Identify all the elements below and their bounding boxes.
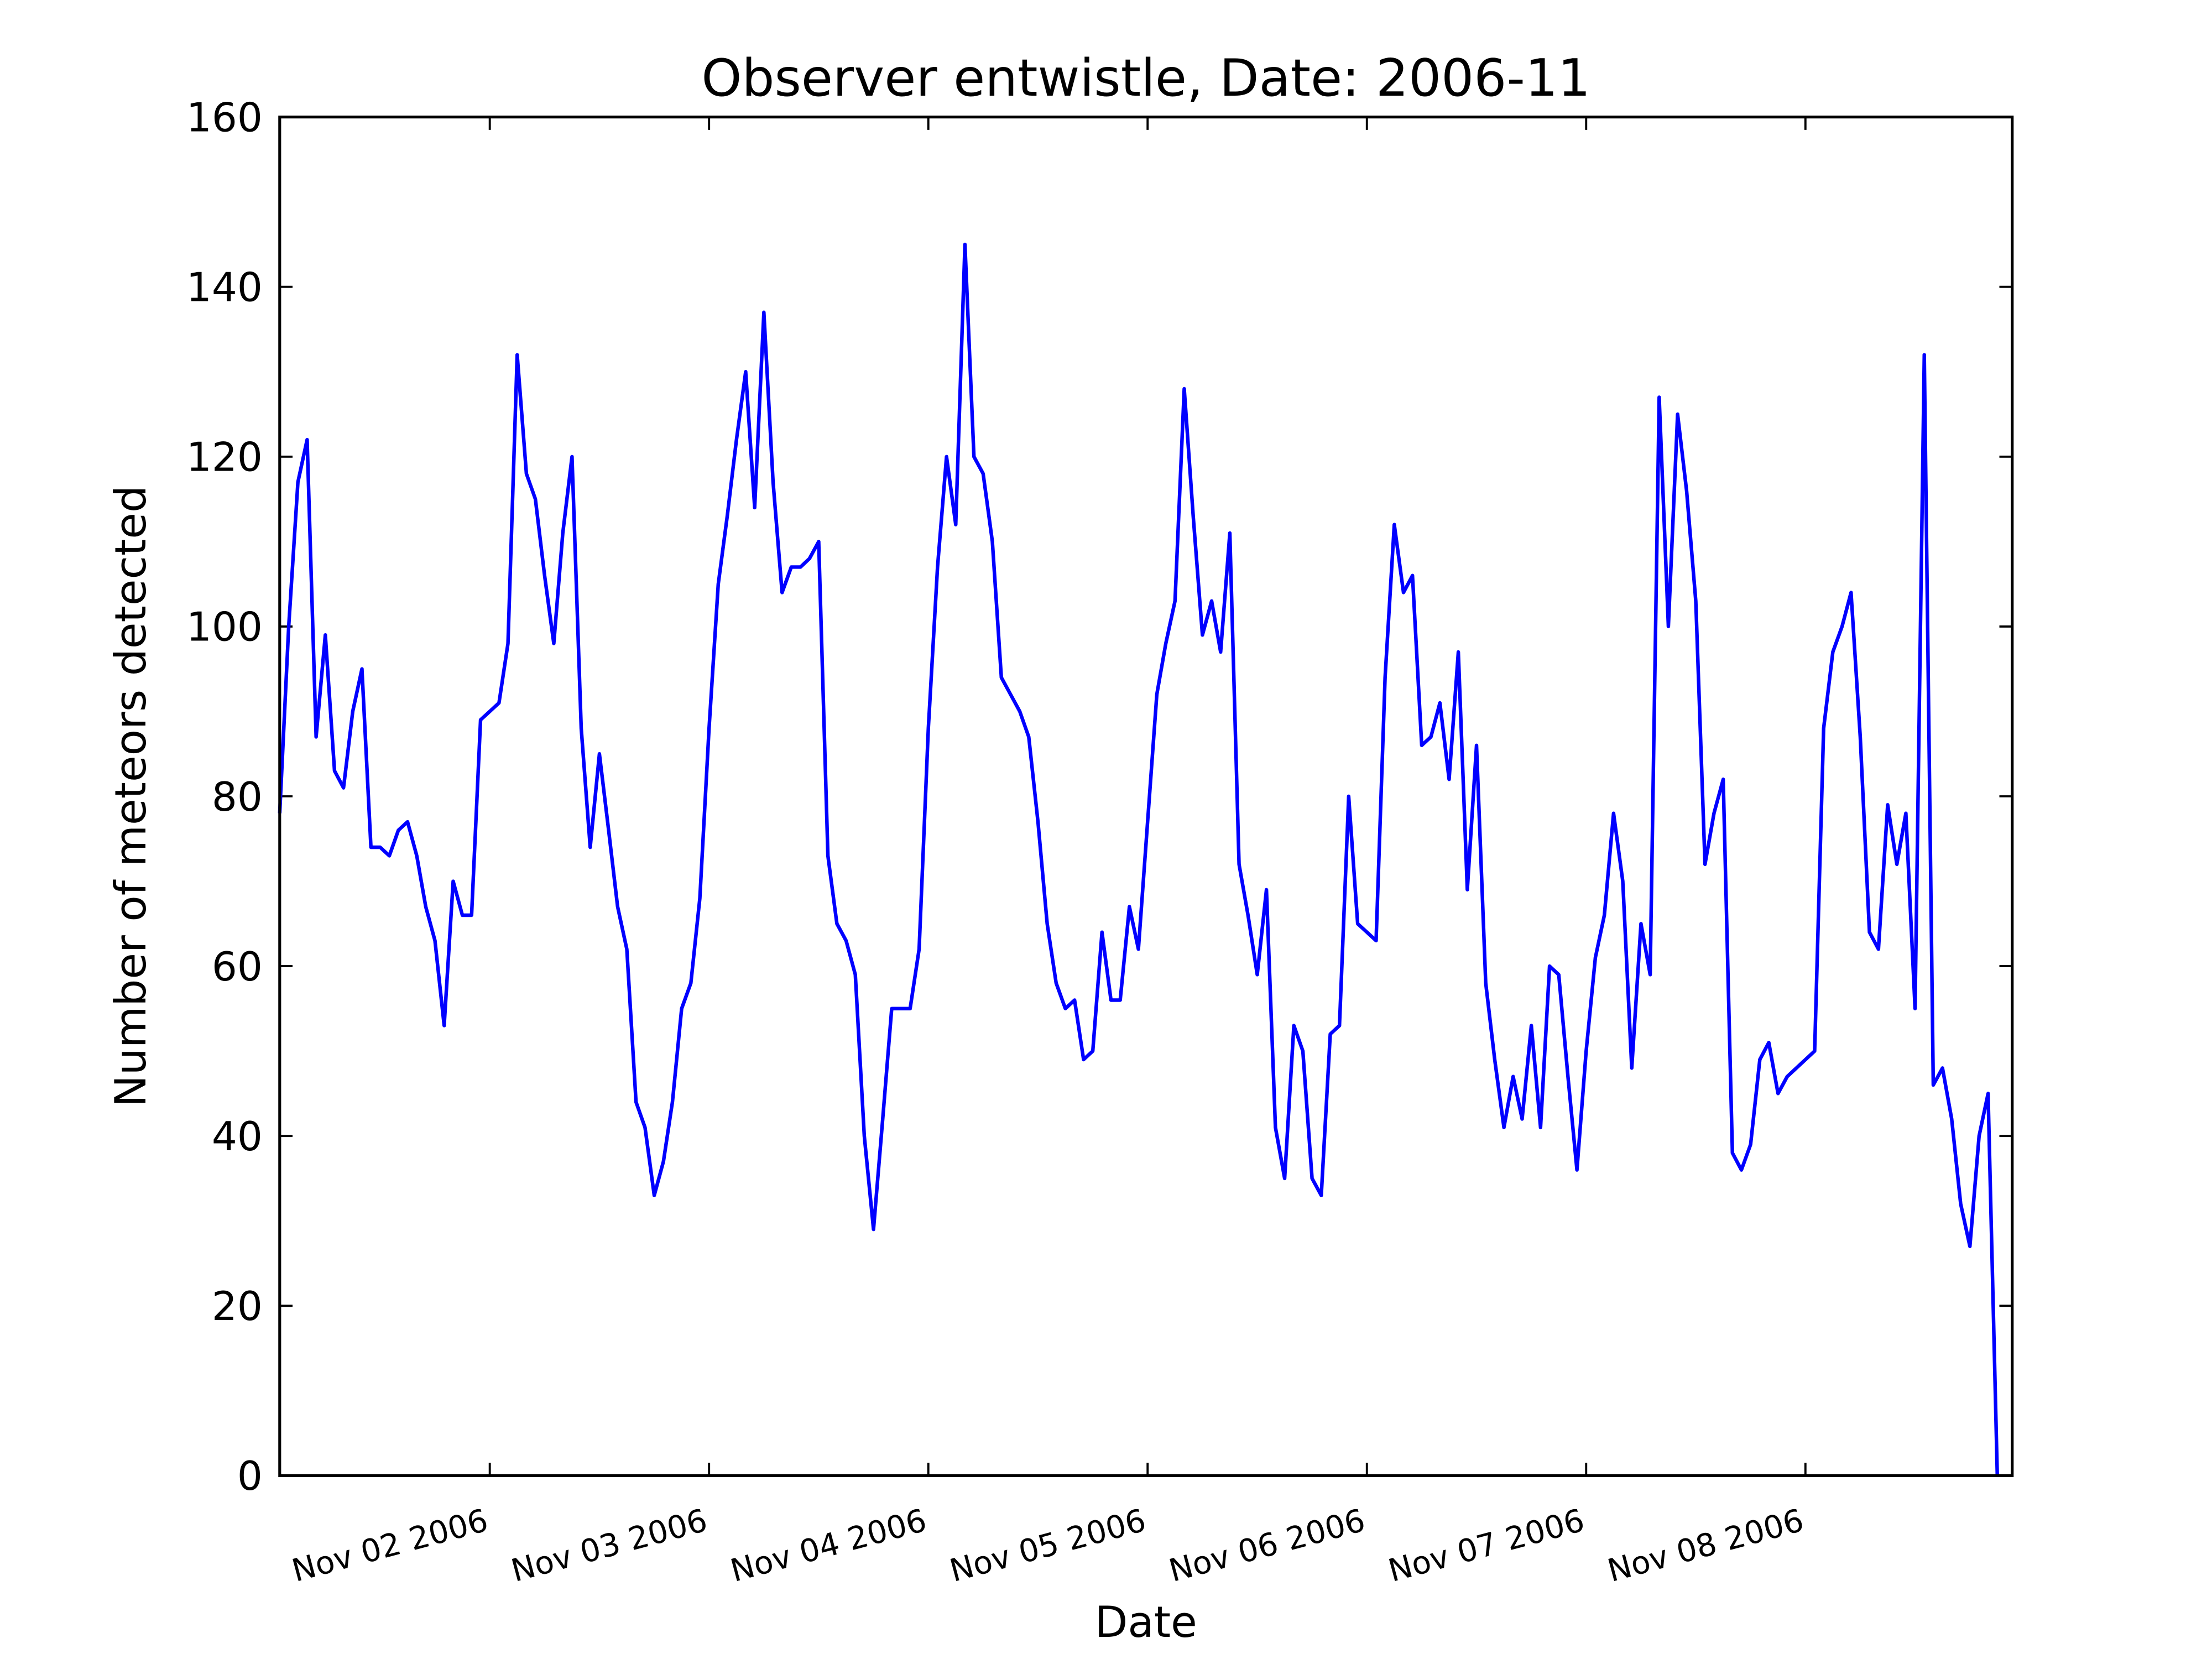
y-tick-label: 160: [186, 95, 263, 141]
plot-frame: [278, 116, 2014, 1477]
chart-title: Observer entwistle, Date: 2006-11: [701, 48, 1590, 108]
data-line: [278, 242, 1999, 1476]
y-tick-label: 120: [186, 435, 263, 481]
y-tick-label: 20: [212, 1284, 263, 1330]
y-tick-label: 60: [212, 944, 263, 990]
y-tick-label: 100: [186, 604, 263, 651]
y-tick-label: 80: [212, 774, 263, 821]
x-axis-label: Date: [1095, 1598, 1197, 1647]
y-tick-label: 140: [186, 265, 263, 311]
y-axis-label: Number of meteors detected: [106, 486, 156, 1107]
y-tick-label: 40: [212, 1114, 263, 1160]
y-tick-label: 0: [237, 1453, 263, 1500]
